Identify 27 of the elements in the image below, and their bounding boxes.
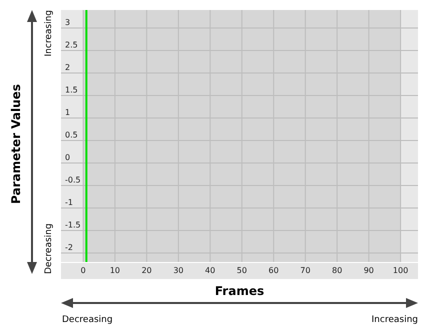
x-tick-label: 40 (205, 266, 216, 275)
y-tick-label: -1.5 (65, 220, 81, 230)
x-tick-label: 100 (392, 266, 408, 275)
y-axis-title: Parameter Values (9, 84, 23, 204)
y-tick-label: 2 (65, 63, 70, 72)
text: Increasing (372, 315, 418, 325)
y-tick-label: 2.5 (65, 40, 78, 50)
x-tick-label: 50 (236, 266, 247, 275)
text: Decreasing (62, 315, 113, 325)
text: Increasing (44, 10, 54, 56)
y-tick-label: -0.5 (65, 176, 81, 184)
x-tick-label: 10 (110, 266, 120, 275)
x-tick-label: 80 (332, 266, 342, 275)
y-tick-label: 0.5 (65, 130, 78, 140)
x-tick-label: 70 (300, 266, 310, 275)
text: Decreasing (44, 223, 54, 274)
y-tick-label: 1 (65, 108, 70, 117)
x-tick-label: 30 (173, 266, 184, 275)
x-axis-title: Frames (214, 284, 264, 298)
x-tick-label: 20 (142, 266, 152, 275)
x-tick-label: 60 (268, 266, 279, 275)
y-tick-label: 1.5 (65, 86, 78, 94)
y-tick-label: 3 (65, 18, 70, 27)
x-tick-label: 90 (364, 266, 374, 275)
y-tick-label: -1 (65, 198, 73, 207)
y-tick-label: -2 (65, 243, 73, 252)
y-tick-label: 0 (65, 153, 70, 162)
